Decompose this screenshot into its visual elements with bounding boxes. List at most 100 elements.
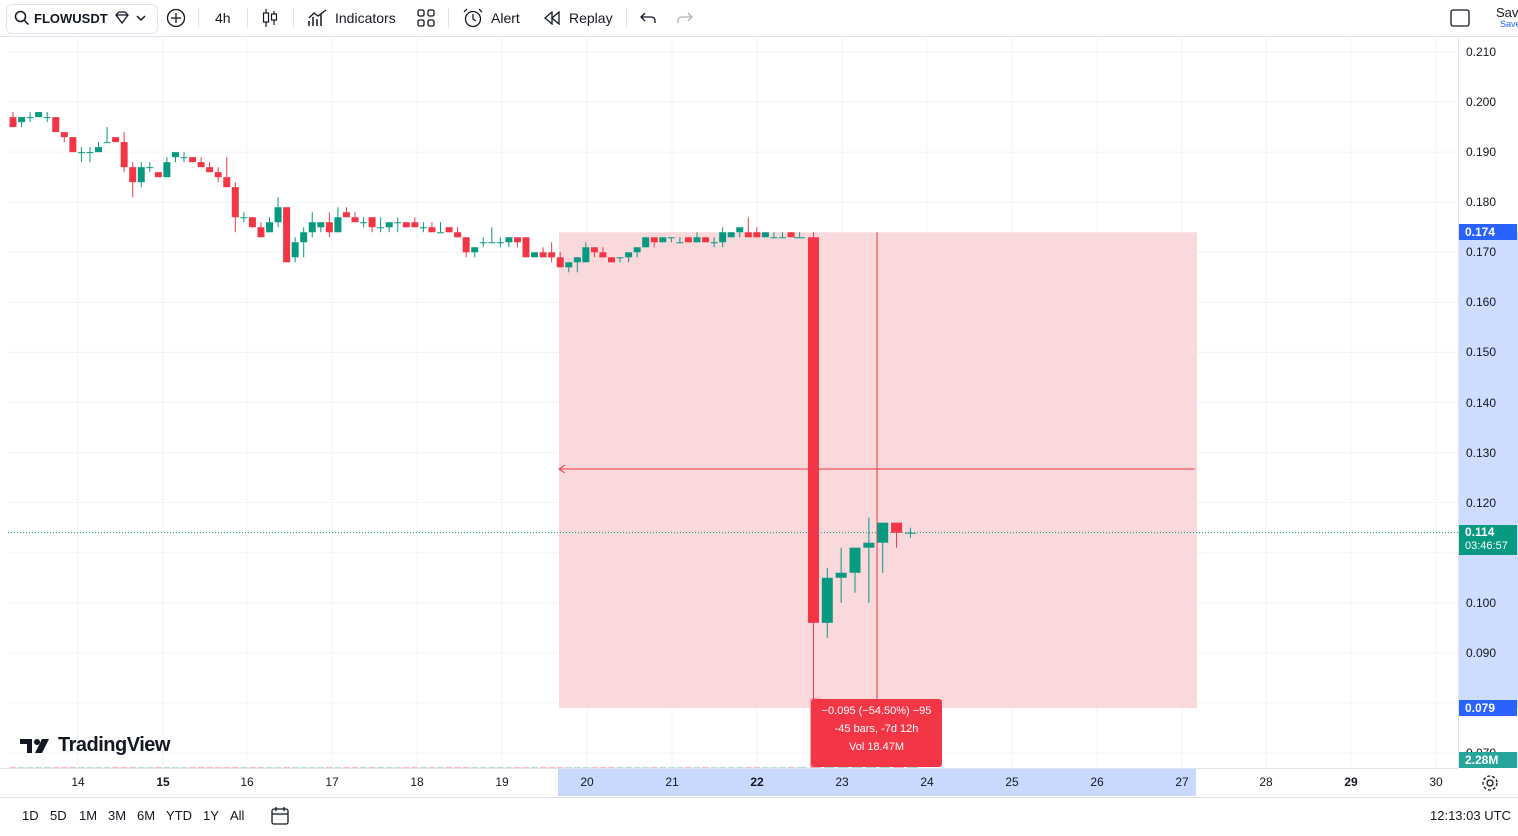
candle-body <box>368 217 376 228</box>
goto-date-icon[interactable] <box>270 806 290 831</box>
save-button[interactable]: Save <box>1496 5 1518 20</box>
volume-bar <box>18 767 26 768</box>
volume-bar <box>522 767 530 768</box>
volume-bar <box>368 767 376 768</box>
replay-button[interactable]: Replay <box>569 10 613 26</box>
volume-bar <box>753 767 761 768</box>
range-button-all[interactable]: All <box>230 808 245 823</box>
candle-body <box>445 227 453 233</box>
volume-bar <box>69 767 77 768</box>
alert-icon[interactable] <box>462 0 484 36</box>
candles-icon[interactable] <box>262 0 278 36</box>
volume-bar <box>736 767 744 768</box>
range-button-6m[interactable]: 6M <box>137 808 156 823</box>
candle-body <box>394 222 402 224</box>
volume-bar <box>505 767 513 768</box>
candle-body <box>710 242 718 244</box>
time-axis-label: 29 <box>1344 775 1358 789</box>
interval-button[interactable]: 4h <box>215 10 231 26</box>
volume-bar <box>300 767 308 768</box>
candle-body <box>462 237 470 253</box>
utc-clock[interactable]: 12:13:03 UTC <box>1430 808 1511 823</box>
search-icon[interactable] <box>14 0 30 36</box>
volume-bar <box>77 767 85 768</box>
undo-icon[interactable] <box>640 0 656 36</box>
candle-body <box>582 247 590 263</box>
candle-body <box>437 232 444 234</box>
candle-body <box>180 157 188 159</box>
candle-body <box>411 222 419 228</box>
candle-body <box>43 117 51 119</box>
time-axis-label: 30 <box>1429 775 1443 789</box>
price-chart[interactable] <box>8 38 1458 768</box>
volume-bar <box>693 767 701 768</box>
templates-icon[interactable] <box>417 0 435 36</box>
candle-body <box>266 222 273 233</box>
volume-bar <box>702 767 710 768</box>
candle-body <box>513 237 521 243</box>
time-axis[interactable] <box>0 768 1458 797</box>
price-scale[interactable] <box>1458 38 1518 768</box>
candle-body <box>719 232 727 243</box>
candle-body <box>9 117 17 128</box>
volume-bar <box>257 767 265 768</box>
candle-body <box>787 232 795 238</box>
range-button-3m[interactable]: 3M <box>108 808 127 823</box>
volume-bar <box>676 767 684 768</box>
price-scale-label: 0.210 <box>1466 45 1497 59</box>
measure-range-area <box>559 232 1197 708</box>
volume-bar <box>385 767 393 768</box>
volume-bar <box>761 767 769 768</box>
redo-icon[interactable] <box>677 0 693 36</box>
range-button-ytd[interactable]: YTD <box>166 808 192 823</box>
candle-body <box>659 237 667 243</box>
alert-button[interactable]: Alert <box>491 10 520 26</box>
add-symbol-icon[interactable] <box>166 0 186 36</box>
time-axis-label: 22 <box>750 775 764 789</box>
candle-body <box>608 257 615 263</box>
candle-body <box>77 152 85 154</box>
volume-bar <box>334 767 342 768</box>
symbol-search-box[interactable] <box>6 4 158 34</box>
volume-bar <box>377 767 385 768</box>
volume-bar <box>428 767 436 768</box>
volume-bar <box>154 767 162 768</box>
volume-bar <box>223 767 231 768</box>
price-scale-label: 0.170 <box>1466 245 1497 260</box>
price-scale-label: 0.150 <box>1466 345 1497 360</box>
candle-body <box>877 522 889 543</box>
candle-body <box>377 227 385 229</box>
tradingview-logo[interactable]: TradingView <box>20 734 170 757</box>
symbol-label[interactable]: FLOWUSDT <box>34 10 108 26</box>
range-button-5d[interactable]: 5D <box>50 808 67 823</box>
chevron-down-icon[interactable] <box>136 0 146 36</box>
candle-body <box>779 237 786 239</box>
volume-bar <box>787 767 795 768</box>
range-button-1d[interactable]: 1D <box>22 808 39 823</box>
volume-bar <box>419 767 427 768</box>
volume-bar <box>590 767 598 768</box>
indicators-icon[interactable] <box>308 0 328 36</box>
volume-bar <box>402 767 410 768</box>
candle-body <box>52 117 60 133</box>
candle-body <box>650 237 658 243</box>
candle-body <box>86 152 94 154</box>
volume-bar <box>727 767 735 768</box>
volume-bar <box>633 767 641 768</box>
range-button-1y[interactable]: 1Y <box>203 808 219 823</box>
candle-body <box>214 172 222 178</box>
price-scale-label: 0.140 <box>1466 395 1497 410</box>
candle-body <box>849 547 861 573</box>
time-axis-label: 18 <box>410 775 424 789</box>
volume-badge: 2.28M <box>1459 752 1517 768</box>
volume-bar <box>103 767 111 768</box>
range-button-1m[interactable]: 1M <box>79 808 98 823</box>
indicators-button[interactable]: Indicators <box>335 10 396 26</box>
fullscreen-icon[interactable] <box>1450 0 1470 36</box>
candle-body <box>794 237 806 239</box>
compare-icon[interactable] <box>114 0 130 36</box>
settings-gear-icon[interactable] <box>1481 774 1499 797</box>
candle-body <box>35 112 43 118</box>
replay-icon[interactable] <box>543 0 561 36</box>
volume-bar <box>573 767 581 768</box>
